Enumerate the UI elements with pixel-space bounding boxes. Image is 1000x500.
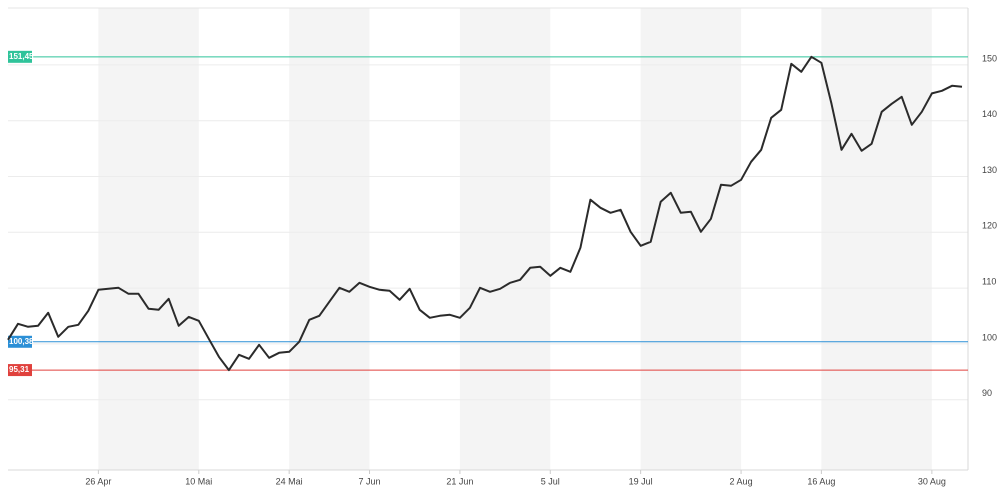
- band: [459, 8, 551, 470]
- x-tick-label: 7 Jun: [359, 476, 381, 486]
- x-tick-label: 24 Mai: [276, 476, 303, 486]
- x-tick-label: 30 Aug: [918, 476, 946, 486]
- y-tick-label: 90: [982, 388, 992, 398]
- y-tick-label: 150: [982, 53, 997, 63]
- reference-tag: [8, 364, 32, 377]
- y-tick-label: 110: [982, 276, 996, 286]
- band: [640, 8, 742, 470]
- x-tick-label: 16 Aug: [807, 476, 835, 486]
- reference-tag: [8, 335, 32, 348]
- y-tick-label: 140: [982, 109, 997, 119]
- reference-tag: [8, 50, 32, 63]
- band: [289, 8, 370, 470]
- x-tick-label: 5 Jul: [541, 476, 560, 486]
- band: [821, 8, 932, 470]
- x-tick-label: 10 Mai: [185, 476, 212, 486]
- band: [98, 8, 199, 470]
- x-tick-label: 2 Aug: [730, 476, 753, 486]
- price-line: [7, 55, 963, 372]
- y-tick-label: 130: [982, 165, 997, 175]
- y-tick-label: 120: [982, 221, 997, 231]
- reference-label: 151,45: [9, 52, 34, 61]
- x-tick-label: 21 Jun: [446, 476, 473, 486]
- reference-label: 95,31: [9, 365, 30, 374]
- y-tick-label: 100: [982, 332, 997, 342]
- reference-label: 100,38: [9, 337, 34, 346]
- x-tick-label: 19 Jul: [629, 476, 653, 486]
- x-tick-label: 26 Apr: [85, 476, 111, 486]
